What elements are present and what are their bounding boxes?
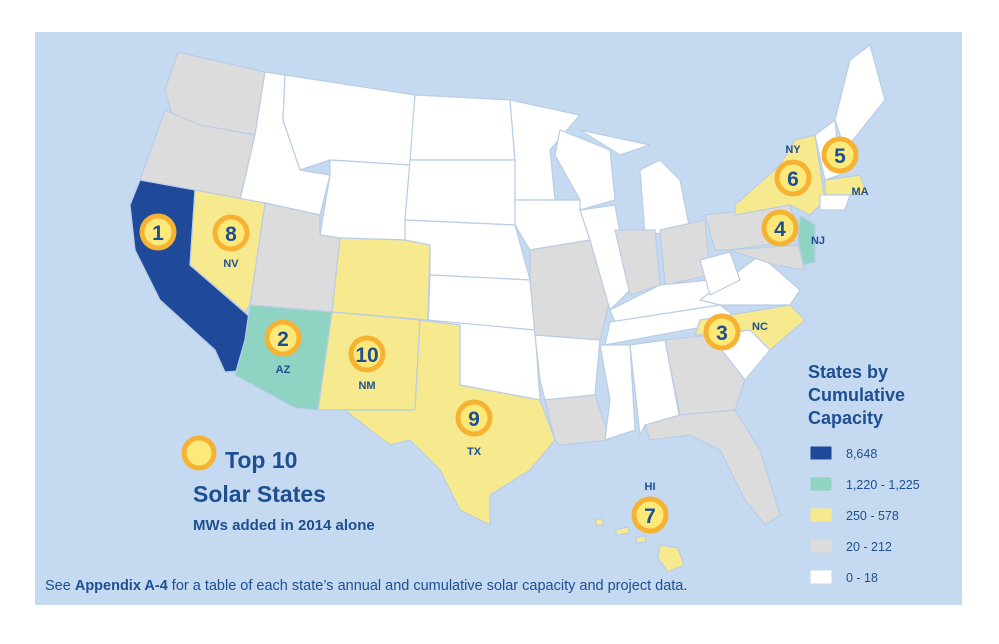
legend-swatch <box>809 445 833 461</box>
legend-marker <box>181 435 217 471</box>
state <box>639 159 691 236</box>
state <box>635 535 647 544</box>
legend-swatch <box>809 538 833 554</box>
state <box>319 159 411 241</box>
state <box>544 394 611 446</box>
state <box>404 159 516 226</box>
footnote-text: See <box>45 578 75 594</box>
state-label: NC <box>752 321 768 333</box>
state <box>579 129 651 156</box>
state <box>699 254 801 306</box>
footnote-link: Appendix A-4 <box>75 578 168 594</box>
rank-marker <box>455 399 493 437</box>
state-label: TX <box>467 446 482 458</box>
state-label: NM <box>358 380 375 392</box>
rank-marker <box>631 496 669 534</box>
rank-marker <box>264 319 302 357</box>
legend-title: States by <box>808 362 888 382</box>
rank-marker <box>774 159 812 197</box>
state <box>824 174 869 196</box>
rank-number: 1 <box>152 222 164 245</box>
rank-marker <box>703 313 741 351</box>
state-label: NJ <box>811 235 825 247</box>
rank-number: 2 <box>277 328 289 351</box>
rank-marker <box>212 214 250 252</box>
footnote: See Appendix A-4 for a table of each sta… <box>45 578 687 594</box>
state-label: HI <box>645 481 656 493</box>
state <box>599 344 636 441</box>
state-label: CA <box>150 194 166 206</box>
rank-number: 4 <box>774 218 786 241</box>
rank-marker <box>139 213 177 251</box>
legend-label: 250 - 578 <box>846 509 899 523</box>
state <box>234 304 333 411</box>
legend-swatch <box>809 507 833 523</box>
state <box>331 237 431 321</box>
state <box>534 334 601 401</box>
title: Solar States <box>193 481 326 507</box>
subtitle: MWs added in 2014 alone <box>193 517 375 534</box>
rank-number: 3 <box>716 322 728 345</box>
legend-label: 0 - 18 <box>846 571 878 585</box>
state <box>409 94 516 161</box>
state-label: AZ <box>276 364 291 376</box>
legend-swatch <box>809 476 833 492</box>
rank-number: 9 <box>468 408 480 431</box>
state <box>819 194 851 211</box>
legend-title: Capacity <box>808 408 883 428</box>
rank-marker <box>761 209 799 247</box>
state <box>699 251 741 296</box>
rank-number: 10 <box>355 344 378 367</box>
state-label: NV <box>223 258 239 270</box>
state-label: NY <box>785 144 801 156</box>
state <box>614 526 631 536</box>
state <box>657 544 685 573</box>
state <box>659 219 711 286</box>
state <box>644 409 781 526</box>
state <box>797 214 816 266</box>
legend-title: Cumulative <box>808 385 905 405</box>
state <box>344 319 556 526</box>
rank-marker <box>821 136 859 174</box>
rank-number: 6 <box>787 168 799 191</box>
legend: 8,648 1,220 - 1,225 250 - 578 20 - 212 0 - 1… <box>809 445 920 585</box>
state <box>594 517 605 527</box>
state <box>729 244 806 271</box>
legend-label: 8,648 <box>846 447 877 461</box>
legend-label: 1,220 - 1,225 <box>846 478 920 492</box>
footnote-text: for a table of each state’s annual and c… <box>168 578 688 594</box>
state-label: MA <box>851 186 868 198</box>
rank-number: 7 <box>644 505 656 528</box>
markers: 1 CA 2 AZ 3 NC 4 NJ 5 MA 6 NY 7 HI 8 NV 9 TX 10 NM <box>139 136 869 534</box>
rank-marker <box>348 335 386 373</box>
legend-label: 20 - 212 <box>846 540 892 554</box>
rank-number: 5 <box>834 145 846 168</box>
title: Top 10 <box>225 447 297 473</box>
legend-swatch <box>809 569 833 585</box>
rank-number: 8 <box>225 223 237 246</box>
